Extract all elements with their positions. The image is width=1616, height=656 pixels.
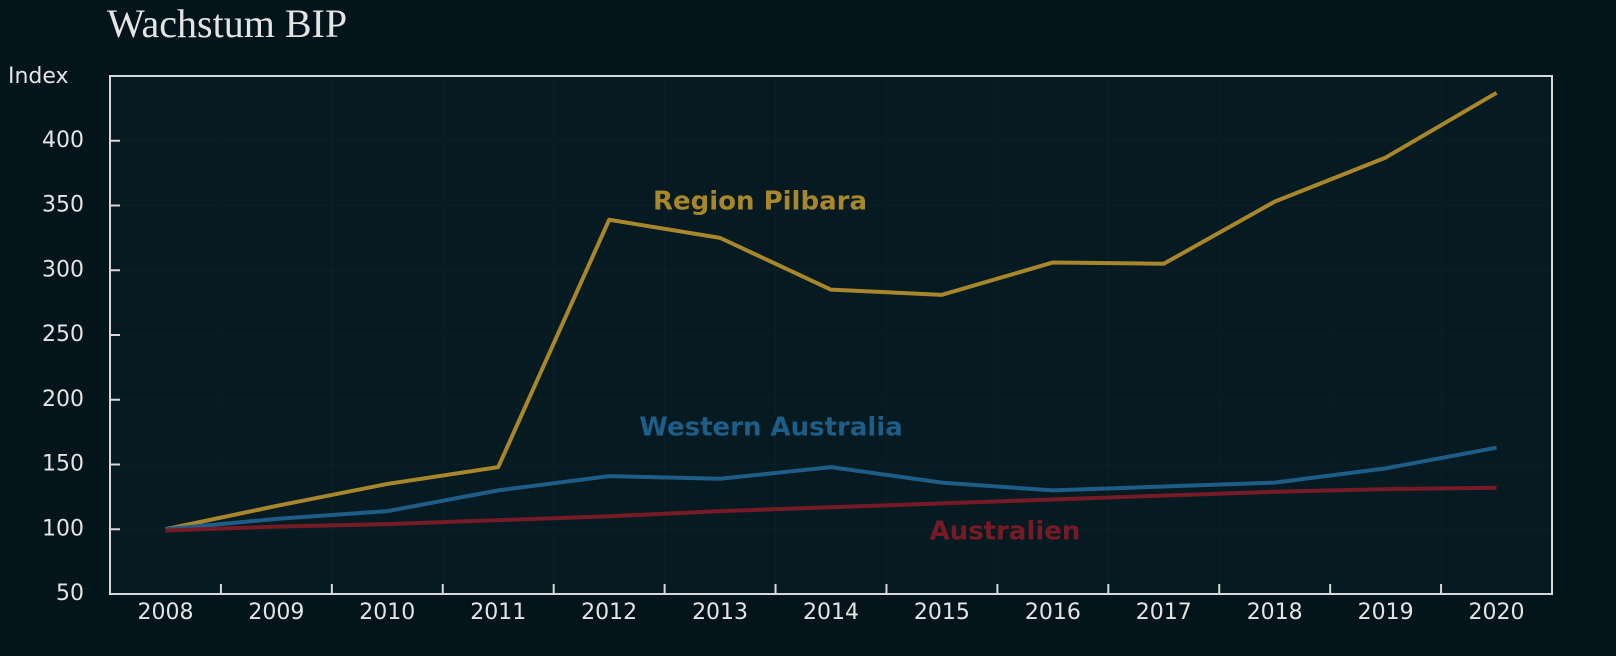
axis-frame bbox=[109, 75, 1553, 595]
y-tick-label: 50 bbox=[56, 581, 84, 606]
y-tick-label: 350 bbox=[42, 193, 84, 218]
series-line bbox=[165, 91, 1498, 532]
x-tick-label: 2015 bbox=[914, 600, 970, 625]
series-label: Region Pilbara bbox=[653, 187, 867, 217]
y-axis-label: Index bbox=[8, 64, 69, 89]
y-tick-label: 100 bbox=[42, 516, 84, 541]
y-tick-label: 400 bbox=[42, 128, 84, 153]
y-tick-label: 200 bbox=[42, 387, 84, 412]
chart-title: Wachstum BIP bbox=[107, 1, 347, 46]
series-label: Western Australia bbox=[639, 413, 903, 443]
x-tick-label: 2019 bbox=[1358, 600, 1414, 625]
y-tick-label: 300 bbox=[42, 257, 84, 282]
y-tick-label: 150 bbox=[42, 452, 84, 477]
x-tick-label: 2016 bbox=[1025, 600, 1081, 625]
x-tick-label: 2011 bbox=[470, 600, 526, 625]
x-tick-label: 2009 bbox=[248, 600, 304, 625]
x-tick-label: 2018 bbox=[1247, 600, 1303, 625]
x-tick-label: 2013 bbox=[692, 600, 748, 625]
x-tick-label: 2017 bbox=[1136, 600, 1192, 625]
series-label: Australien bbox=[930, 517, 1081, 547]
series-line bbox=[165, 485, 1497, 533]
x-tick-label: 2020 bbox=[1469, 600, 1525, 625]
x-tick-label: 2010 bbox=[359, 600, 415, 625]
x-tick-label: 2012 bbox=[581, 600, 637, 625]
x-tick-label: 2008 bbox=[137, 600, 193, 625]
y-tick-label: 250 bbox=[42, 322, 84, 347]
series-line bbox=[165, 445, 1497, 532]
x-tick-label: 2014 bbox=[803, 600, 859, 625]
